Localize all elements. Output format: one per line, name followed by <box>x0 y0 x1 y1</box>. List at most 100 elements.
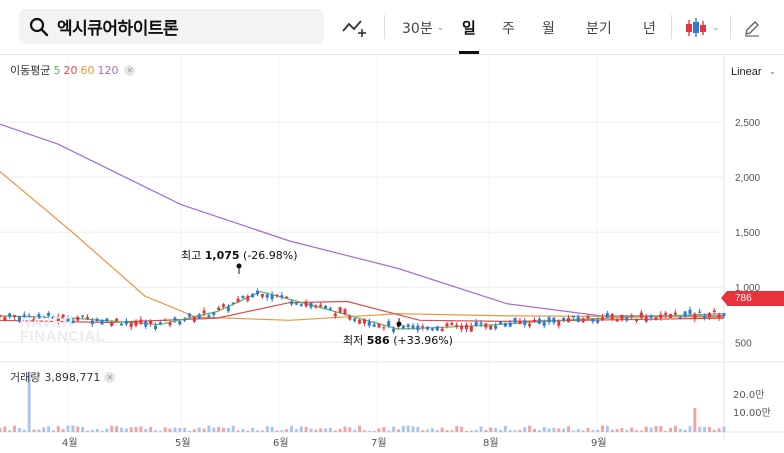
volume-bar <box>615 429 619 432</box>
candle-body <box>299 304 303 306</box>
candle-body <box>693 313 697 320</box>
chevron-down-icon[interactable]: ⌄ <box>769 67 776 76</box>
candle-body <box>416 325 420 331</box>
candle-body <box>183 319 187 321</box>
price-chart[interactable]: 2,500 2,000 1,500 1,000 500 4월 5월 6월 7월 8월 9월 20.0만… <box>0 56 784 453</box>
volume-bar <box>197 427 201 432</box>
volume-bar <box>644 426 648 432</box>
candle-body <box>265 294 269 298</box>
candle-body <box>498 321 502 324</box>
candle-body <box>115 318 119 322</box>
volume-bar <box>552 427 556 432</box>
volume-bar <box>110 425 114 432</box>
candle-body <box>664 312 668 315</box>
tab-yearly[interactable]: 년 <box>643 20 656 37</box>
tab-quarterly[interactable]: 분기 <box>586 20 612 37</box>
volume-bar <box>251 428 255 432</box>
volume-bar <box>377 428 381 432</box>
candle-body <box>683 311 687 317</box>
volume-bar <box>260 430 264 432</box>
candle-body <box>644 316 648 322</box>
candle-body <box>22 314 26 317</box>
candle-body <box>51 316 55 319</box>
volume-bar <box>134 427 138 432</box>
candle-body <box>66 317 70 322</box>
candle-body <box>158 322 162 325</box>
toolbar-divider <box>730 15 731 39</box>
volume-bar <box>304 426 308 432</box>
candle-body <box>0 315 2 317</box>
candle-body <box>435 326 439 331</box>
volume-bar <box>217 427 221 432</box>
candle-body <box>479 322 483 325</box>
candle-body <box>309 302 313 308</box>
y-tick-label: 1,500 <box>735 228 760 239</box>
volume-bar <box>144 428 148 432</box>
candle-body <box>149 320 153 325</box>
close-icon[interactable]: ✕ <box>104 371 116 383</box>
volume-bar <box>173 427 177 432</box>
volume-bar <box>532 429 536 432</box>
volume-bar <box>445 430 449 432</box>
ma-60: 60 <box>80 63 95 77</box>
current-price-tag: 786 <box>721 291 784 306</box>
volume-bar <box>649 427 653 432</box>
ma5-line <box>0 290 725 330</box>
candle-body <box>722 313 726 317</box>
tab-daily[interactable]: 일 <box>459 0 479 55</box>
candle-body <box>552 317 556 323</box>
volume-bar <box>3 426 7 432</box>
volume-bar <box>129 427 133 432</box>
volume-bar <box>81 427 85 432</box>
volume-bar <box>503 425 507 432</box>
edit-pencil-icon[interactable] <box>743 0 761 55</box>
volume-bar <box>523 427 527 432</box>
candle-body <box>567 317 571 323</box>
drawing-tool-icon[interactable] <box>341 0 367 55</box>
y-tick-label: 2,000 <box>735 173 760 184</box>
stock-search-box[interactable]: 엑시큐어하이트론 <box>19 9 324 44</box>
tab-intraday[interactable]: 30분 ⌄ <box>402 20 445 37</box>
volume-bar <box>513 430 517 432</box>
ma-5: 5 <box>53 63 61 77</box>
volume-bar <box>42 427 46 432</box>
candle-body <box>669 313 673 318</box>
volume-bar <box>319 428 323 432</box>
volume-bar <box>411 426 415 432</box>
candle-body <box>430 328 434 331</box>
volume-bar <box>654 426 658 432</box>
volume-bar <box>489 427 493 432</box>
close-icon[interactable]: ✕ <box>124 64 136 76</box>
tab-weekly[interactable]: 주 <box>502 20 515 37</box>
volume-bar <box>605 426 609 432</box>
candle-type-selector[interactable]: ⌄ <box>684 0 720 55</box>
volume-bar <box>586 427 590 432</box>
candle-body <box>348 316 352 320</box>
candle-body <box>406 324 410 327</box>
volume-bar <box>222 427 226 432</box>
volume-bar <box>324 428 328 432</box>
volume-bar <box>406 425 410 432</box>
candle-body <box>625 317 629 321</box>
volume-bar <box>299 426 303 432</box>
candle-body <box>469 326 473 332</box>
scale-mode-button[interactable]: Linear <box>731 66 762 78</box>
candle-body <box>698 311 702 313</box>
candle-body <box>202 310 206 314</box>
volume-bar <box>693 407 697 432</box>
candle-body <box>338 307 342 313</box>
candle-body <box>426 326 430 330</box>
candle-body <box>188 313 192 317</box>
volume-bar <box>168 428 172 432</box>
tab-monthly[interactable]: 월 <box>542 20 555 37</box>
volume-bar <box>32 429 36 432</box>
volume-bar <box>66 425 70 432</box>
volume-bar <box>37 429 41 432</box>
candle-body <box>508 322 512 327</box>
candle-body <box>377 323 381 328</box>
volume-bar <box>275 430 279 432</box>
volume-bar <box>280 430 284 432</box>
candle-body <box>251 293 255 298</box>
volume-bar <box>343 426 347 432</box>
volume-bar <box>474 429 478 432</box>
